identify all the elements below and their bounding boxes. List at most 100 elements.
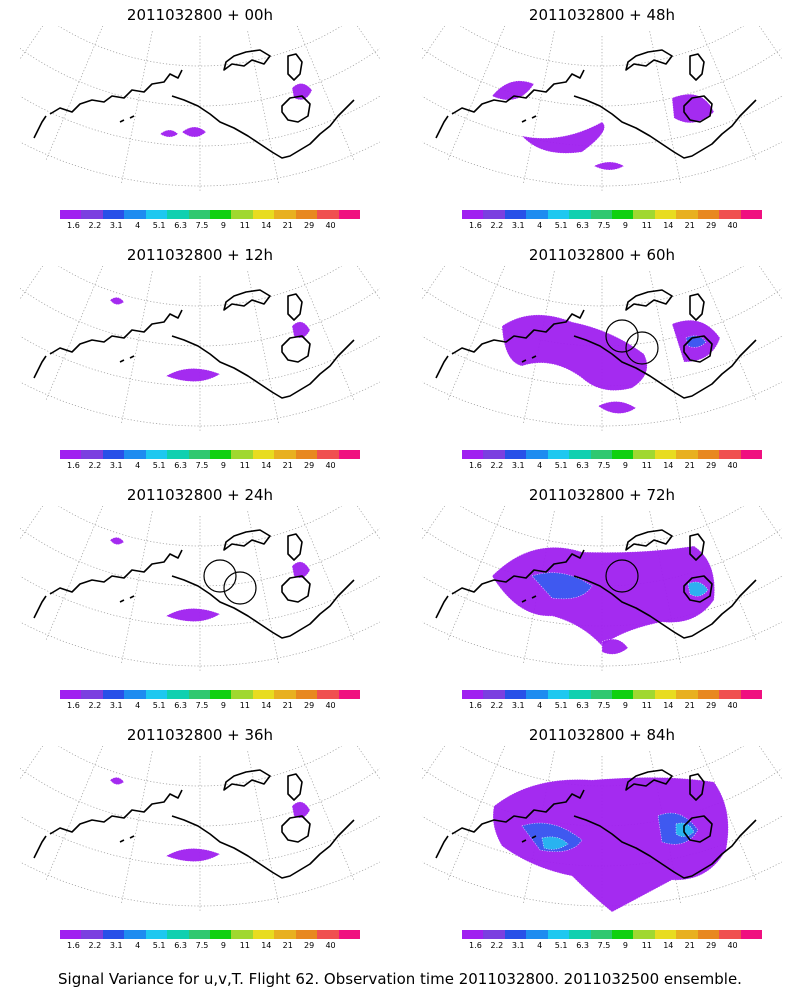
observation-circle (605, 319, 639, 353)
colorbar-tick-label: 6.3 (576, 221, 589, 230)
polar-map (20, 506, 380, 671)
siberia-coast (49, 309, 183, 355)
polar-map (422, 266, 782, 431)
greenland-coast (287, 53, 303, 81)
colorbar-tick-label: 3.1 (109, 941, 123, 950)
colorbar-swatch (547, 450, 570, 459)
greenland-coast (287, 293, 303, 321)
aleutian-islands (119, 835, 135, 843)
coastlines (33, 529, 355, 639)
variance-contour (291, 561, 311, 579)
variance-contour (492, 777, 729, 913)
colorbar-swatch (145, 450, 168, 459)
colorbar-tick-label: 40 (727, 941, 738, 950)
meridian-line (698, 266, 757, 400)
graticule (422, 26, 782, 191)
colorbar-tick-label: 14 (663, 701, 674, 710)
colorbar-swatch (102, 450, 125, 459)
colorbar-swatch (145, 690, 168, 699)
arctic-archipelago (223, 529, 271, 551)
japan-coast (435, 115, 449, 139)
colorbar-swatch (167, 210, 190, 219)
colorbar-swatch (676, 690, 699, 699)
colorbar-tick-label: 40 (325, 221, 336, 230)
colorbar: 1.6 2.2 3.1 4 5.1 6.3 7.5 9 11 14 21 29 40 (462, 690, 763, 720)
variance-contour (109, 777, 125, 785)
alaska-coast (573, 815, 757, 879)
hudson-bay-coast (683, 335, 713, 363)
meridian-line (20, 26, 28, 71)
alaska-coast (573, 335, 757, 399)
aleutian-islands (521, 595, 537, 603)
colorbar-swatch (167, 930, 190, 939)
colorbar-tick-label: 21 (684, 221, 695, 230)
meridian-line (372, 26, 380, 71)
meridian-line (247, 511, 279, 664)
meridian-line (20, 506, 44, 540)
meridian-line (121, 751, 153, 904)
colorbar-swatch (697, 450, 720, 459)
aleutian-islands (119, 355, 135, 363)
variance-contour (109, 297, 125, 305)
colorbar-swatch (102, 930, 125, 939)
meridian-line (247, 751, 279, 904)
colorbar-swatch (590, 690, 613, 699)
colorbar-swatch (633, 450, 656, 459)
meridian-line (698, 506, 757, 640)
colorbar-tick-label: 9 (220, 221, 226, 230)
colorbar-swatch (740, 930, 763, 939)
colorbar-swatch (188, 690, 211, 699)
variance-contour (165, 848, 221, 862)
japan-coast (33, 835, 47, 859)
colorbar-tick-label: 7.5 (195, 461, 209, 470)
variance-contour (165, 608, 221, 622)
meridian-line (372, 746, 380, 791)
polar-map (20, 266, 380, 431)
colorbar-tick-label: 6.3 (174, 941, 187, 950)
variance-field (109, 297, 311, 382)
arctic-archipelago (625, 769, 673, 791)
colorbar-tick-label: 3.1 (511, 461, 525, 470)
colorbar-swatch (740, 210, 763, 219)
colorbar-swatch (654, 930, 677, 939)
colorbar-tick-label: 9 (622, 461, 628, 470)
colorbar-tick-label: 3.1 (109, 701, 123, 710)
coastlines (435, 49, 757, 159)
colorbar-swatch (274, 450, 297, 459)
colorbar-swatch (124, 930, 147, 939)
colorbar-swatch (633, 930, 656, 939)
colorbar-swatch (274, 210, 297, 219)
colorbar-tick-label: 14 (261, 941, 272, 950)
figure-caption: Signal Variance for u,v,T. Flight 62. Ob… (58, 970, 742, 988)
aleutian-islands (119, 595, 135, 603)
meridian-line (372, 266, 380, 311)
variance-contour (109, 537, 125, 545)
colorbar-tick-label: 6.3 (576, 461, 589, 470)
colorbar-tick-label: 21 (282, 941, 293, 950)
colorbar-swatch (740, 450, 763, 459)
meridian-line (523, 31, 555, 184)
meridian-line (758, 506, 782, 540)
meridian-line (247, 31, 279, 184)
latitude-circle (422, 47, 782, 107)
siberia-coast (49, 549, 183, 595)
panel-title: 2011032800 + 48h (528, 6, 676, 24)
latitude-circle (20, 575, 380, 627)
colorbar-tick-label: 9 (622, 221, 628, 230)
colorbar-swatch (612, 450, 634, 459)
colorbar-tick-label: 9 (622, 701, 628, 710)
colorbar-swatch (188, 450, 211, 459)
colorbar-swatch (317, 450, 340, 459)
hudson-bay-coast (683, 95, 713, 123)
siberia-coast (451, 69, 585, 115)
meridian-line (45, 26, 104, 160)
colorbar-tick-label: 4 (537, 701, 543, 710)
observation-circle (625, 331, 659, 365)
colorbar-swatch (81, 930, 104, 939)
colorbar: 1.6 2.2 3.1 4 5.1 6.3 7.5 9 11 14 21 29 40 (462, 210, 763, 240)
siberia-coast (451, 789, 585, 835)
colorbar-swatch (274, 930, 297, 939)
colorbar-tick-label: 21 (684, 701, 695, 710)
colorbar-swatch (210, 690, 232, 699)
colorbar-tick-label: 2.2 (88, 221, 102, 230)
